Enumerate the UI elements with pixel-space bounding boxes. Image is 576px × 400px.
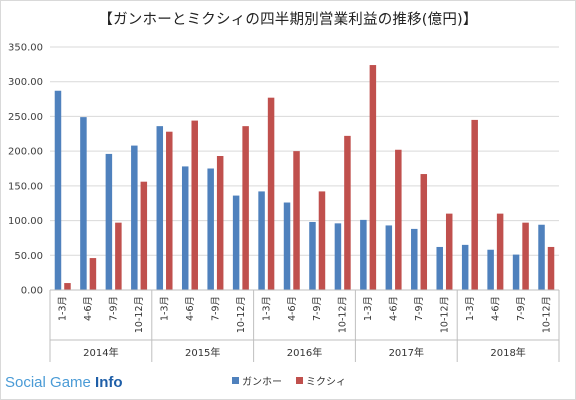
x-group-label: 2018年 bbox=[490, 346, 525, 359]
bar-gungho bbox=[487, 249, 494, 290]
bar-gungho bbox=[181, 166, 189, 290]
x-tick-label: 7-9月 bbox=[312, 296, 323, 321]
y-tick-label: 350.00 bbox=[8, 43, 43, 54]
bar-mixi bbox=[115, 222, 122, 290]
bar-mixi bbox=[267, 97, 275, 290]
x-tick-label: 4-6月 bbox=[287, 296, 298, 321]
bar-mixi bbox=[89, 258, 97, 290]
x-tick-label: 7-9月 bbox=[414, 296, 425, 321]
chart-title: 【ガンホーとミクシィの四半期別営業利益の推移(億円)】 bbox=[98, 12, 478, 28]
bar-gungho bbox=[232, 195, 240, 290]
x-tick-label: 4-6月 bbox=[185, 296, 196, 321]
x-tick-label: 7-9月 bbox=[109, 296, 120, 321]
x-tick-label: 10-12月 bbox=[439, 296, 450, 333]
legend-swatch-gungho bbox=[232, 377, 239, 384]
x-tick-label: 1-3月 bbox=[363, 296, 374, 321]
bar-mixi bbox=[445, 213, 453, 290]
x-tick-label: 7-9月 bbox=[516, 296, 527, 321]
x-group-label: 2016年 bbox=[287, 346, 322, 359]
x-tick-label: 10-12月 bbox=[236, 296, 247, 333]
bar-mixi bbox=[318, 191, 326, 290]
y-tick-label: 100.00 bbox=[8, 216, 43, 227]
bar-gungho bbox=[207, 168, 214, 290]
bar-mixi bbox=[64, 283, 71, 290]
bar-mixi bbox=[420, 174, 428, 290]
y-tick-label: 250.00 bbox=[8, 112, 43, 123]
y-tick-label: 300.00 bbox=[8, 77, 43, 88]
x-tick-label: 1-3月 bbox=[261, 296, 272, 321]
bar-mixi bbox=[395, 149, 402, 290]
bar-gungho bbox=[131, 145, 138, 290]
legend-label-mixi: ミクシィ bbox=[306, 377, 346, 388]
bar-mixi bbox=[242, 126, 249, 290]
legend-item-gungho: ガンホー bbox=[232, 373, 282, 388]
bar-gungho bbox=[156, 126, 164, 290]
bar-mixi bbox=[496, 213, 504, 290]
legend-swatch-mixi bbox=[296, 377, 303, 384]
legend-label-gungho: ガンホー bbox=[242, 377, 282, 388]
bar-gungho bbox=[334, 223, 342, 290]
y-tick-label: 150.00 bbox=[8, 181, 43, 192]
x-group-label: 2014年 bbox=[83, 346, 118, 359]
y-tick-label: 200.00 bbox=[8, 147, 43, 158]
bar-gungho bbox=[283, 202, 291, 290]
x-tick-label: 10-12月 bbox=[134, 296, 145, 333]
y-tick-label: 50.00 bbox=[14, 251, 43, 262]
bar-mixi bbox=[344, 135, 351, 290]
bar-mixi bbox=[191, 120, 198, 290]
bar-mixi bbox=[293, 151, 300, 290]
bar-gungho bbox=[538, 224, 545, 290]
bar-gungho bbox=[512, 254, 520, 290]
x-tick-label: 4-6月 bbox=[83, 296, 94, 321]
logo-text: Social Game bbox=[5, 374, 96, 391]
bar-mixi bbox=[522, 222, 529, 290]
bar-gungho bbox=[105, 153, 113, 290]
legend-item-mixi: ミクシィ bbox=[296, 373, 346, 388]
x-tick-label: 7-9月 bbox=[210, 296, 221, 321]
bar-mixi bbox=[547, 246, 555, 290]
x-group-label: 2015年 bbox=[185, 346, 220, 359]
chart-legend: ガンホー ミクシィ bbox=[232, 373, 360, 388]
bar-gungho bbox=[411, 228, 418, 290]
bar-gungho bbox=[436, 246, 443, 290]
bar-mixi bbox=[166, 131, 173, 290]
x-tick-label: 4-6月 bbox=[490, 296, 501, 321]
x-group-label: 2017年 bbox=[389, 346, 424, 359]
bar-gungho bbox=[54, 90, 62, 291]
x-tick-label: 1-3月 bbox=[58, 296, 69, 321]
bar-mixi bbox=[216, 156, 224, 290]
site-logo: Social Game Info bbox=[5, 374, 123, 391]
bar-gungho bbox=[80, 117, 87, 290]
y-tick-label: 0.00 bbox=[21, 286, 43, 297]
x-tick-label: 10-12月 bbox=[338, 296, 349, 333]
x-tick-label: 10-12月 bbox=[541, 296, 552, 333]
bar-gungho bbox=[309, 221, 316, 290]
bar-gungho bbox=[360, 219, 367, 290]
bar-gungho bbox=[258, 191, 265, 290]
logo-text-bold: Info bbox=[95, 374, 123, 391]
bar-gungho bbox=[385, 225, 393, 290]
bar-mixi bbox=[140, 181, 148, 290]
x-tick-label: 4-6月 bbox=[389, 296, 400, 321]
bar-mixi bbox=[471, 119, 478, 291]
x-tick-label: 1-3月 bbox=[160, 296, 171, 321]
x-tick-label: 1-3月 bbox=[465, 296, 476, 321]
bar-gungho bbox=[461, 244, 469, 290]
bar-mixi bbox=[369, 65, 377, 291]
